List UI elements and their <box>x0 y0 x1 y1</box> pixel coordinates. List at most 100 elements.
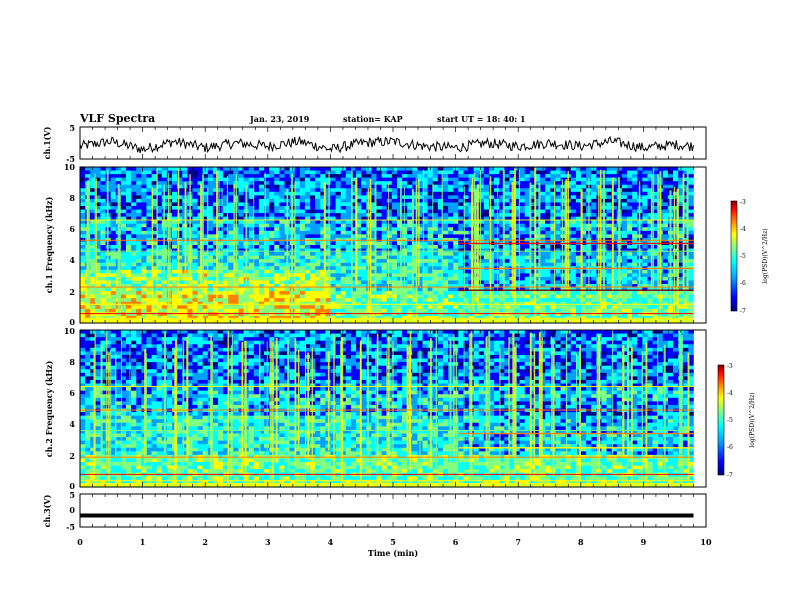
spectrogram-cell <box>632 170 638 175</box>
spectrogram-cell <box>376 170 383 175</box>
spectrogram-cell <box>202 298 209 303</box>
spectrogram-cell <box>320 255 326 260</box>
spectrogram-cell <box>141 202 148 207</box>
spectrogram-cell <box>95 287 102 292</box>
spectrogram-cell <box>330 259 337 264</box>
spectrogram-cell <box>463 209 470 214</box>
spectrogram-cell <box>151 198 158 204</box>
spectrogram-cell <box>315 174 321 179</box>
spectrogram-cell <box>366 167 372 172</box>
spectrogram-cell <box>463 284 470 289</box>
spectrogram-cell <box>330 227 337 232</box>
spectrogram-cell <box>304 223 311 228</box>
spectrogram-cell <box>136 298 142 303</box>
spectrogram-cell <box>345 266 352 271</box>
spectrogram-cell <box>575 269 582 274</box>
spectrogram-cell <box>391 223 398 228</box>
spectrogram-cell <box>442 287 449 292</box>
spectrogram-cell <box>560 195 567 200</box>
spectrogram-cell <box>156 206 163 211</box>
spectrogram-cell <box>437 298 444 303</box>
spectrogram-cell <box>172 177 178 182</box>
spectrogram-cell <box>228 188 234 193</box>
spectrogram-cell <box>550 312 557 317</box>
spectrogram-cell <box>233 312 240 317</box>
spectrogram-cell <box>320 202 326 207</box>
spectrogram-cell <box>212 227 219 232</box>
spectrogram-cell <box>315 273 321 278</box>
spectrogram-cell <box>177 312 183 317</box>
spectrogram-cell <box>422 287 429 292</box>
spectrogram-cell <box>294 216 301 221</box>
spectrogram-cell <box>606 305 613 310</box>
spectrogram-cell <box>632 269 638 274</box>
spectrogram-cell <box>356 220 362 225</box>
spectrogram-cell <box>422 298 429 303</box>
spectrogram-cell <box>478 312 485 317</box>
spectrogram-cell <box>156 248 163 253</box>
spectrogram-cell <box>136 305 142 310</box>
spectrogram-cell <box>504 223 511 228</box>
spectrogram-cell <box>131 312 137 317</box>
spectrogram-cell <box>627 202 633 207</box>
spectrogram-cell <box>448 202 454 207</box>
spectrogram-cell <box>366 252 372 257</box>
spectrogram-cell <box>248 312 255 317</box>
spectrogram-cell <box>212 223 219 228</box>
spectrogram-cell <box>90 170 96 175</box>
spectrogram-cell <box>335 280 342 285</box>
spectrogram-cell <box>218 284 224 289</box>
spectrogram-cell <box>519 259 526 264</box>
spectrogram-cell <box>519 184 526 189</box>
spectrogram-cell <box>427 266 434 271</box>
spectrogram-cell <box>499 252 505 257</box>
spectrogram-cell <box>529 227 536 232</box>
spectrogram-cell <box>248 262 255 267</box>
spectrogram-cell <box>570 269 577 274</box>
spectrogram-cell <box>228 294 234 299</box>
spectrogram-cell <box>304 298 311 303</box>
spectrogram-cell <box>611 284 618 289</box>
spectrogram-cell <box>294 184 301 189</box>
spectrogram-cell <box>504 174 511 179</box>
spectrogram-cell <box>325 209 332 214</box>
spectrogram-cell <box>361 234 367 239</box>
spectrogram-cell <box>412 216 419 221</box>
spectrogram-cell <box>376 209 383 214</box>
spectrogram-cell <box>248 291 255 296</box>
spectrogram-cell <box>570 181 577 186</box>
spectrogram-cell <box>253 230 260 235</box>
spectrogram-cell <box>529 284 536 289</box>
spectrogram-cell <box>361 167 367 172</box>
spectrogram-cell <box>325 216 332 221</box>
spectrogram-cell <box>330 213 337 218</box>
spectrogram-cell <box>560 188 567 193</box>
spectrogram-cell <box>279 230 286 235</box>
spectrogram-cell <box>391 308 398 313</box>
spectrogram-cell <box>294 241 301 246</box>
spectrogram-cell <box>192 177 199 182</box>
spectrogram-cell <box>371 188 378 193</box>
spectrogram-cell <box>453 245 459 250</box>
spectrogram-cell <box>586 167 592 172</box>
spectrogram-cell <box>499 308 505 313</box>
spectrogram-cell <box>606 174 613 179</box>
spectrogram-cell <box>524 195 531 200</box>
spectrogram-cell <box>315 298 321 303</box>
spectrogram-cell <box>253 181 260 186</box>
spectrogram-cell <box>238 291 245 296</box>
spectrogram-cell <box>258 276 265 282</box>
spectrogram-cell <box>95 216 102 221</box>
spectrogram-cell <box>356 198 362 204</box>
spectrogram-cell <box>141 223 148 228</box>
spectrogram-cell <box>253 177 260 182</box>
spectrogram-cell <box>330 202 337 207</box>
spectrogram-cell <box>258 191 265 196</box>
spectrogram-cell <box>448 269 454 274</box>
spectrogram-cell <box>269 213 275 218</box>
spectrogram-cell <box>279 245 286 250</box>
spectrogram-cell <box>596 308 603 313</box>
spectrogram-cell <box>361 174 367 179</box>
spectrogram-cell <box>80 230 86 235</box>
spectrogram-cell <box>335 276 342 282</box>
